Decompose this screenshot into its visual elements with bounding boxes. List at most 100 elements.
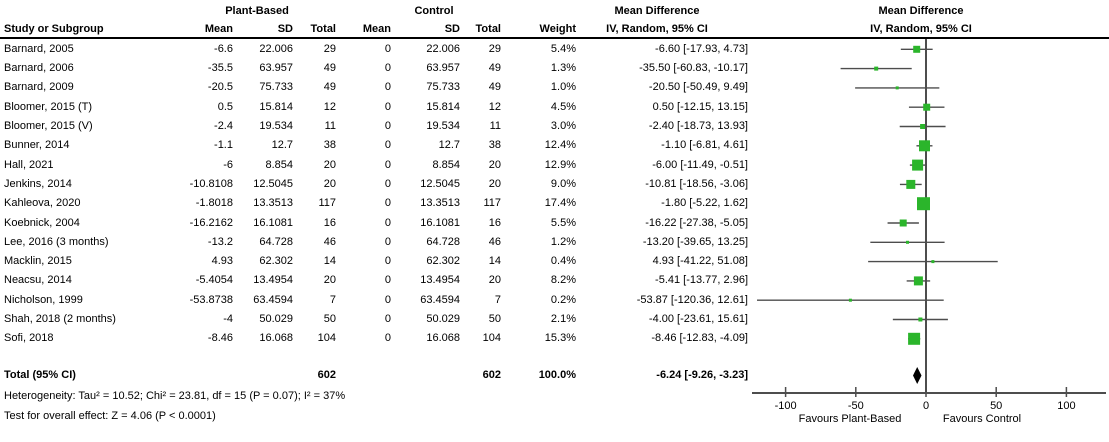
plant-mean: -6.6 — [214, 42, 233, 55]
control-sd: 64.728 — [426, 235, 460, 248]
study-row: Neacsu, 2014 -5.4054 13.4954 20 0 13.495… — [0, 271, 760, 290]
axis-tick-label: 50 — [990, 400, 1002, 412]
control-mean: 0 — [384, 62, 391, 75]
md-ci-text: -53.87 [-120.36, 12.61] — [636, 293, 748, 306]
control-mean: 0 — [384, 235, 391, 248]
column-header-weight: Weight — [539, 23, 576, 35]
control-mean: 0 — [384, 255, 391, 268]
plant-mean: -4 — [223, 313, 233, 325]
control-mean: 0 — [384, 42, 391, 55]
control-sd: 19.534 — [426, 120, 460, 132]
md-ci-text: -13.20 [-39.65, 13.25] — [642, 235, 748, 248]
study-name: Bunner, 2014 — [4, 139, 70, 152]
column-header-control-total: Total — [475, 23, 501, 35]
effect-square — [913, 276, 923, 286]
md-ci-text: -6.00 [-11.49, -0.51] — [652, 158, 748, 171]
plant-sd: 19.534 — [259, 120, 293, 132]
control-group-header: Control — [414, 5, 454, 17]
md-ci-text: 0.50 [-12.15, 13.15] — [652, 100, 748, 113]
weight-value: 3.0% — [550, 120, 576, 132]
plant-sd: 13.4954 — [253, 274, 293, 287]
plant-sd: 8.854 — [265, 158, 293, 171]
control-sd: 63.4594 — [420, 293, 460, 306]
overall-effect-note: Test for overall effect: Z = 4.06 (P < 0… — [4, 410, 216, 422]
study-name: Lee, 2016 (3 months) — [4, 235, 109, 248]
control-sd: 15.814 — [426, 100, 460, 113]
control-total: 11 — [489, 120, 501, 132]
plant-total: 29 — [323, 42, 336, 55]
md-ci-text: -10.81 [-18.56, -3.06] — [645, 177, 748, 190]
column-header-control-sd: SD — [444, 23, 460, 35]
effect-square — [848, 298, 852, 302]
control-total: 49 — [488, 62, 501, 75]
weight-value: 0.4% — [550, 255, 576, 268]
total-ci-text: -6.24 [-9.26, -3.23] — [656, 369, 748, 381]
plant-sd: 50.029 — [259, 313, 293, 325]
plant-mean: -35.5 — [207, 62, 233, 75]
column-header-plant-sd: SD — [277, 23, 293, 35]
axis-tick-label: -50 — [848, 400, 864, 412]
control-mean: 0 — [384, 293, 391, 306]
study-row: Bloomer, 2015 (V) -2.4 19.534 11 0 19.53… — [0, 117, 760, 136]
mean-difference-text-header: Mean Difference — [614, 5, 700, 17]
study-row: Macklin, 2015 4.93 62.302 14 0 62.302 14… — [0, 252, 760, 271]
header-divider-line — [0, 37, 1109, 39]
study-row: Shah, 2018 (2 months) -4 50.029 50 0 50.… — [0, 310, 760, 329]
control-total: 7 — [494, 293, 501, 306]
effect-square — [920, 124, 926, 129]
effect-square — [923, 103, 931, 111]
plant-total: 117 — [318, 197, 336, 210]
study-row: Hall, 2021 -6 8.854 20 0 8.854 20 12.9% … — [0, 156, 760, 175]
control-sd: 50.029 — [426, 313, 460, 325]
control-total: 49 — [488, 81, 501, 94]
plant-mean: 0.5 — [217, 100, 233, 113]
study-name: Barnard, 2009 — [4, 81, 74, 94]
weight-value: 12.9% — [544, 158, 576, 171]
weight-value: 0.2% — [550, 293, 576, 306]
total-plant-n: 602 — [317, 369, 336, 381]
control-total: 20 — [488, 158, 501, 171]
control-mean: 0 — [384, 313, 391, 325]
plant-mean: -16.2162 — [189, 216, 233, 229]
weight-value: 8.2% — [550, 274, 576, 287]
control-total: 14 — [488, 255, 501, 268]
plant-sd: 16.1081 — [253, 216, 293, 229]
study-row: Nicholson, 1999 -53.8738 63.4594 7 0 63.… — [0, 291, 760, 310]
column-header-iv-plot: IV, Random, 95% CI — [870, 23, 972, 35]
total-label: Total (95% CI) — [4, 369, 76, 381]
effect-square — [917, 197, 930, 211]
control-total: 20 — [488, 177, 501, 190]
weight-value: 5.4% — [550, 42, 576, 55]
plant-total: 14 — [323, 255, 336, 268]
total-diamond — [913, 367, 922, 384]
column-header-study: Study or Subgroup — [4, 23, 104, 35]
plant-mean: -6 — [223, 158, 233, 171]
study-name: Hall, 2021 — [4, 158, 54, 171]
plant-total: 20 — [323, 158, 336, 171]
plant-total: 50 — [323, 313, 336, 325]
control-sd: 75.733 — [426, 81, 460, 94]
column-header-control-mean: Mean — [362, 23, 391, 35]
weight-value: 2.1% — [550, 313, 576, 325]
plant-total: 12 — [323, 100, 336, 113]
plant-sd: 15.814 — [259, 100, 293, 113]
study-name: Macklin, 2015 — [4, 255, 72, 268]
weight-value: 17.4% — [544, 197, 576, 210]
plant-sd: 63.4594 — [253, 293, 293, 306]
study-name: Bloomer, 2015 (T) — [4, 100, 93, 113]
weight-value: 9.0% — [550, 177, 576, 190]
plant-total: 11 — [324, 120, 336, 132]
md-ci-text: -4.00 [-23.61, 15.61] — [648, 313, 748, 325]
control-sd: 63.957 — [426, 62, 460, 75]
md-ci-text: -5.41 [-13.77, 2.96] — [655, 274, 748, 287]
study-name: Shah, 2018 (2 months) — [4, 313, 116, 325]
md-ci-text: -1.80 [-5.22, 1.62] — [661, 197, 748, 210]
md-ci-text: -1.10 [-6.81, 4.61] — [661, 139, 748, 152]
plant-total: 46 — [323, 235, 336, 248]
plant-total: 49 — [323, 81, 336, 94]
plant-mean: -5.4054 — [195, 274, 233, 287]
plant-sd: 22.006 — [259, 42, 293, 55]
total-control-n: 602 — [482, 369, 501, 381]
control-mean: 0 — [384, 216, 391, 229]
study-row: Lee, 2016 (3 months) -13.2 64.728 46 0 6… — [0, 233, 760, 252]
